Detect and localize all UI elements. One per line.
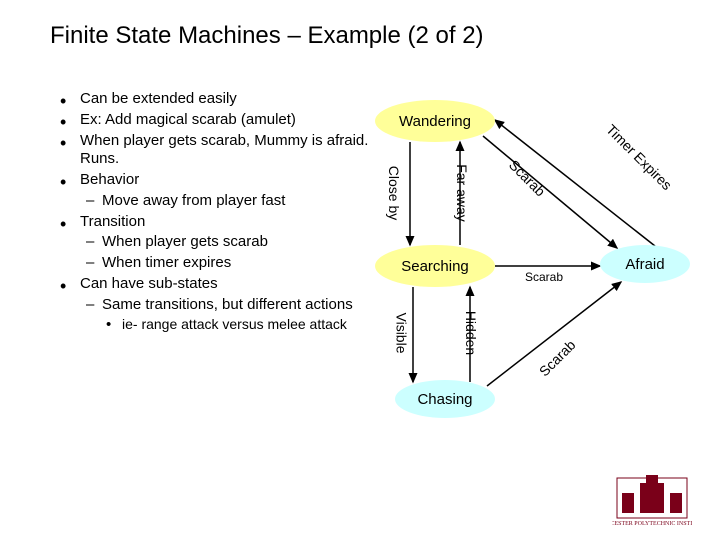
fsm-diagram: Wandering Searching Chasing Afraid Close… <box>375 90 705 410</box>
edge-label-faraway: Far away <box>454 164 470 222</box>
bullet-item: Behavior Move away from player fast <box>60 171 370 211</box>
bullet-item: Can be extended easily <box>60 90 370 109</box>
sub-bullet-item: When timer expires <box>80 254 370 273</box>
bullet-item: Transition When player gets scarab When … <box>60 213 370 273</box>
state-node-chasing: Chasing <box>395 380 495 418</box>
sub-bullet-item: Move away from player fast <box>80 192 370 211</box>
bullet-item: When player gets scarab, Mummy is afraid… <box>60 132 370 170</box>
bullet-label: Behavior <box>80 171 139 188</box>
slide-title: Finite State Machines – Example (2 of 2) <box>50 22 484 50</box>
state-node-searching: Searching <box>375 245 495 287</box>
bullet-label: Can have sub-states <box>80 275 218 292</box>
edge-label-closeby: Close by <box>386 166 402 220</box>
wpi-logo: WORCESTER POLYTECHNIC INSTITUTE <box>612 473 692 528</box>
bullet-list: Can be extended easily Ex: Add magical s… <box>60 90 370 336</box>
bullet-item: Ex: Add magical scarab (amulet) <box>60 111 370 130</box>
state-node-wandering: Wandering <box>375 100 495 142</box>
sub-bullet-item: Same transitions, but different actions … <box>80 296 370 334</box>
edge-label-scarab-mid: Scarab <box>525 270 563 284</box>
sub-bullet-item: When player gets scarab <box>80 233 370 252</box>
subsub-bullet-item: ie- range attack versus melee attack <box>102 316 370 334</box>
bullet-label: Transition <box>80 213 145 230</box>
edge-label-visible: Visible <box>394 313 410 354</box>
state-node-afraid: Afraid <box>600 245 690 283</box>
edge-label-hidden: Hidden <box>463 311 479 355</box>
sub-bullet-label: Same transitions, but different actions <box>102 296 353 313</box>
bullet-item: Can have sub-states Same transitions, bu… <box>60 275 370 334</box>
svg-text:WORCESTER POLYTECHNIC INSTITUT: WORCESTER POLYTECHNIC INSTITUTE <box>612 521 692 527</box>
